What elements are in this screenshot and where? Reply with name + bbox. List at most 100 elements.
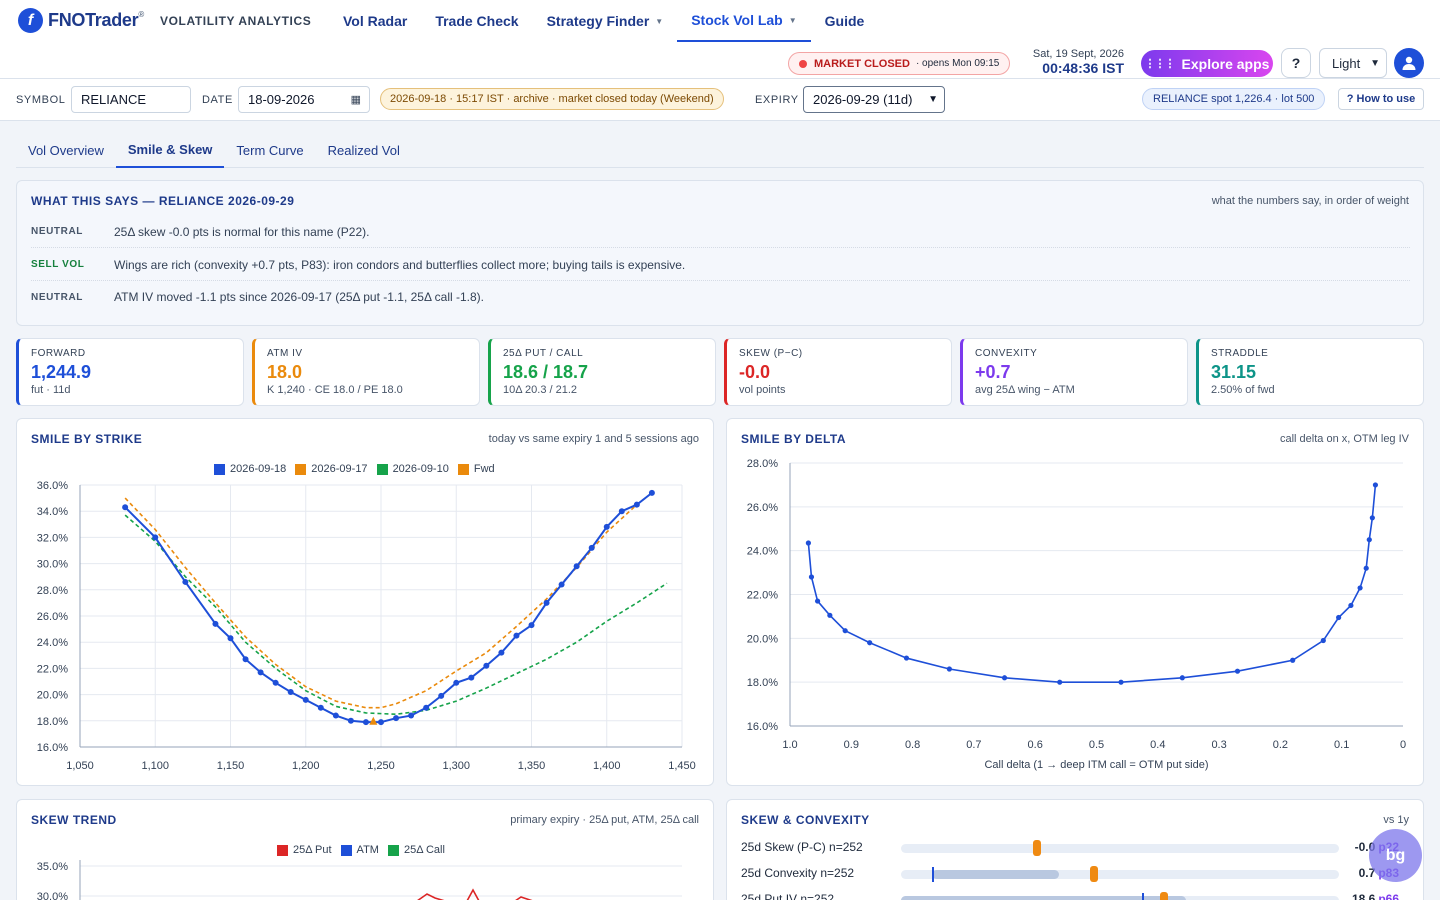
- data-point[interactable]: [1057, 679, 1063, 685]
- help-button[interactable]: ?: [1281, 48, 1311, 78]
- data-point[interactable]: [558, 581, 565, 588]
- legend-item[interactable]: 2026-09-10: [376, 463, 449, 475]
- kpi-sub: 10Δ 20.3 / 21.2: [503, 384, 578, 396]
- nav-item-trade-check[interactable]: Trade Check: [421, 0, 532, 42]
- kpi-sub: vol points: [739, 384, 786, 396]
- data-point[interactable]: [842, 628, 848, 634]
- data-point[interactable]: [242, 656, 249, 663]
- y-tick-label: 35.0%: [37, 861, 68, 873]
- data-point[interactable]: [257, 669, 264, 676]
- legend-item[interactable]: 25Δ Call: [387, 844, 445, 856]
- data-point[interactable]: [1363, 565, 1369, 571]
- theme-select[interactable]: Light ▼: [1319, 48, 1387, 78]
- data-point[interactable]: [1320, 637, 1326, 644]
- expiry-select[interactable]: 2026-09-29 (11d) ▼: [803, 86, 945, 113]
- series-line-2026-09-18: [124, 492, 653, 724]
- data-point[interactable]: [808, 574, 815, 580]
- data-point[interactable]: [152, 534, 159, 541]
- data-point[interactable]: [498, 649, 505, 656]
- legend-item[interactable]: 2026-09-18: [214, 463, 286, 475]
- data-point[interactable]: [1118, 679, 1124, 685]
- tab-realized-vol[interactable]: Realized Vol: [327, 142, 400, 158]
- data-point[interactable]: [438, 692, 445, 699]
- data-point[interactable]: [618, 508, 625, 515]
- data-point[interactable]: [1290, 657, 1296, 663]
- percentile-bar: [901, 892, 1339, 900]
- legend-item[interactable]: Fwd: [457, 463, 495, 475]
- data-point[interactable]: [287, 688, 294, 695]
- nav-item-stock-vol-lab[interactable]: Stock Vol Lab ▼: [677, 0, 811, 42]
- data-point[interactable]: [867, 640, 873, 646]
- data-point[interactable]: [528, 622, 535, 629]
- data-point[interactable]: [378, 719, 384, 726]
- data-point[interactable]: [393, 715, 400, 722]
- market-status-text: MARKET CLOSED: [814, 57, 910, 70]
- data-point[interactable]: [317, 704, 324, 711]
- data-point[interactable]: [122, 504, 129, 511]
- data-point[interactable]: [588, 544, 595, 551]
- range-fill: [901, 896, 1186, 900]
- nav-item-guide[interactable]: Guide: [811, 0, 879, 42]
- calendar-icon[interactable]: ▦: [350, 94, 361, 106]
- data-point[interactable]: [408, 712, 415, 719]
- summary-text: ATM IV moved -1.1 pts since 2026-09-17 (…: [114, 290, 484, 304]
- legend-item[interactable]: 2026-09-17: [295, 463, 368, 475]
- chat-bubble-button[interactable]: bg: [1369, 829, 1422, 882]
- data-point[interactable]: [1001, 675, 1008, 681]
- tab-vol-overview[interactable]: Vol Overview: [28, 142, 104, 158]
- data-point[interactable]: [814, 598, 821, 604]
- legend-item[interactable]: 25Δ Put: [277, 844, 332, 856]
- data-point[interactable]: [332, 712, 339, 719]
- legend-item[interactable]: ATM: [340, 844, 379, 856]
- data-point[interactable]: [1348, 602, 1354, 609]
- data-point[interactable]: [903, 655, 910, 661]
- y-tick-label: 36.0%: [37, 480, 68, 492]
- nav-item-vol-radar[interactable]: Vol Radar: [329, 0, 421, 42]
- data-point[interactable]: [603, 523, 610, 530]
- data-point[interactable]: [1372, 482, 1379, 488]
- nav-item-strategy-finder[interactable]: Strategy Finder ▼: [533, 0, 678, 42]
- series-line: [807, 484, 1377, 683]
- smile-by-delta-panel: SMILE BY DELTA call delta on x, OTM leg …: [726, 418, 1424, 786]
- data-point[interactable]: [1234, 668, 1241, 674]
- data-point[interactable]: [513, 632, 520, 639]
- explore-apps-button[interactable]: ⋮⋮⋮ Explore apps: [1141, 50, 1273, 77]
- grid-icon: ⋮⋮⋮: [1144, 58, 1176, 70]
- data-point[interactable]: [1179, 675, 1185, 681]
- data-point[interactable]: [347, 717, 354, 724]
- data-point[interactable]: [573, 563, 580, 570]
- clock: Sat, 19 Sept, 2026 00:48:36 IST: [1026, 48, 1124, 76]
- data-point[interactable]: [182, 578, 189, 585]
- data-point[interactable]: [302, 696, 309, 703]
- data-point[interactable]: [1357, 585, 1363, 591]
- data-point[interactable]: [272, 679, 279, 686]
- data-point[interactable]: [212, 620, 219, 627]
- kpi-card: ATM IV 18.0 K 1,240 · CE 18.0 / PE 18.0: [252, 338, 480, 406]
- brand-logo[interactable]: f FNOTrader®: [18, 8, 144, 33]
- symbol-input[interactable]: RELIANCE: [71, 86, 191, 113]
- tab-term-curve[interactable]: Term Curve: [236, 142, 304, 158]
- tab-smile-skew[interactable]: Smile & Skew: [115, 133, 225, 168]
- date-input[interactable]: 18-09-2026 ▦: [238, 86, 370, 113]
- data-point[interactable]: [633, 501, 640, 508]
- data-point[interactable]: [1336, 614, 1342, 621]
- data-point[interactable]: [1366, 537, 1372, 543]
- data-point[interactable]: [483, 662, 490, 669]
- data-point[interactable]: [648, 489, 655, 496]
- data-point[interactable]: [227, 635, 234, 642]
- data-point[interactable]: [362, 719, 369, 726]
- data-point[interactable]: [827, 612, 833, 618]
- data-point[interactable]: [423, 704, 430, 711]
- date-label: DATE: [202, 94, 233, 106]
- data-point[interactable]: [468, 674, 475, 681]
- data-point[interactable]: [543, 599, 550, 606]
- data-point[interactable]: [805, 540, 811, 546]
- data-point[interactable]: [1369, 515, 1375, 521]
- x-tick-label: 1,300: [442, 760, 470, 772]
- user-avatar[interactable]: [1394, 48, 1424, 78]
- x-tick-label: 0.1: [1334, 739, 1349, 751]
- data-point[interactable]: [946, 666, 952, 672]
- how-to-use-button[interactable]: ? How to use: [1338, 88, 1424, 110]
- x-tick-label: 0.9: [844, 739, 859, 751]
- data-point[interactable]: [453, 679, 460, 686]
